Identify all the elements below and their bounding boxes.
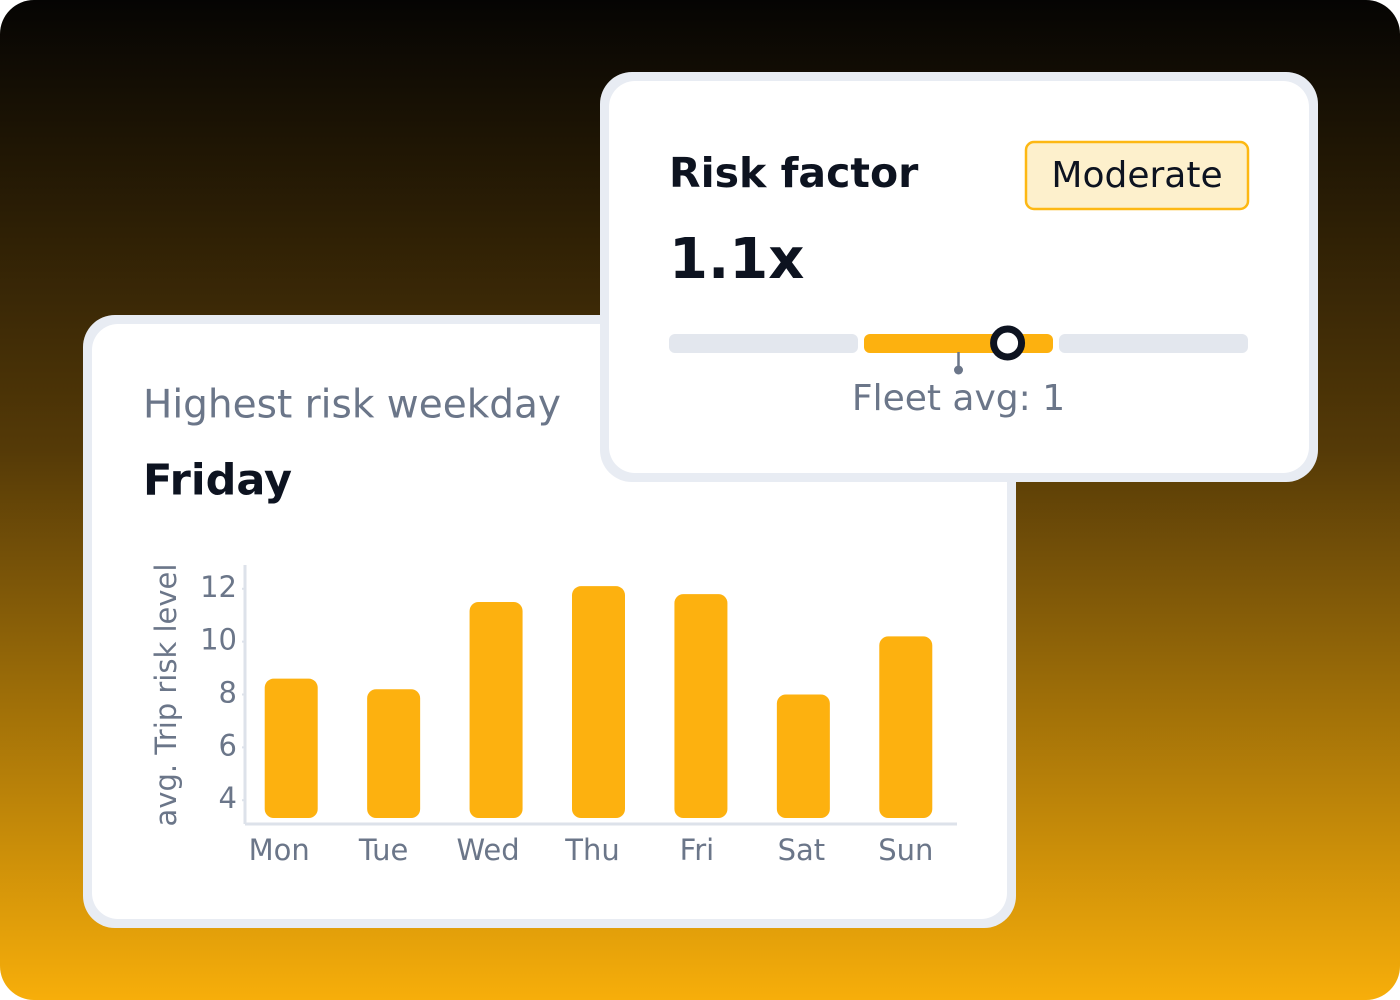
risk-marker (990, 325, 1026, 361)
x-tick-label: Wed (456, 833, 519, 867)
bar (879, 636, 933, 818)
bar (367, 689, 421, 818)
badge (1024, 140, 1250, 211)
slider: Fleet avg: 1 (852, 325, 1065, 419)
x-tick-label: Mon (249, 833, 310, 867)
x-tick-label: Thu (564, 833, 619, 867)
bar-chart: 4 6 8 10 12 Mon Tue Wed Thu Fri Sat Sun (200, 565, 957, 867)
slider-segment (1059, 334, 1248, 353)
risk-value: 1.1x (669, 227, 804, 292)
highlight-day: Friday (143, 456, 292, 506)
x-tick-label: Tue (358, 833, 409, 867)
bar (264, 678, 318, 818)
fleet-avg-dot (954, 365, 963, 375)
x-tick-label: Sat (778, 833, 826, 867)
y-tick-label: 12 (200, 570, 237, 604)
risk-title: Risk factor (669, 149, 919, 197)
fleet-avg-label: Fleet avg: 1 (852, 378, 1065, 419)
y-tick-label: 10 (200, 623, 237, 657)
x-tick-label: Fri (680, 833, 715, 867)
y-tick-label: 4 (219, 781, 237, 815)
y-axis-label: avg. Trip risk level (149, 564, 183, 827)
bar (776, 694, 830, 818)
y-tick-label: 6 (219, 728, 237, 762)
bar (674, 594, 728, 818)
slider-segment (669, 334, 858, 353)
card-title: Highest risk weekday (143, 383, 561, 428)
y-tick-label: 8 (219, 676, 237, 710)
bar (572, 586, 625, 818)
bar (469, 602, 523, 818)
badge-text: Moderate (1051, 155, 1222, 196)
x-tick-label: Sun (878, 833, 933, 867)
